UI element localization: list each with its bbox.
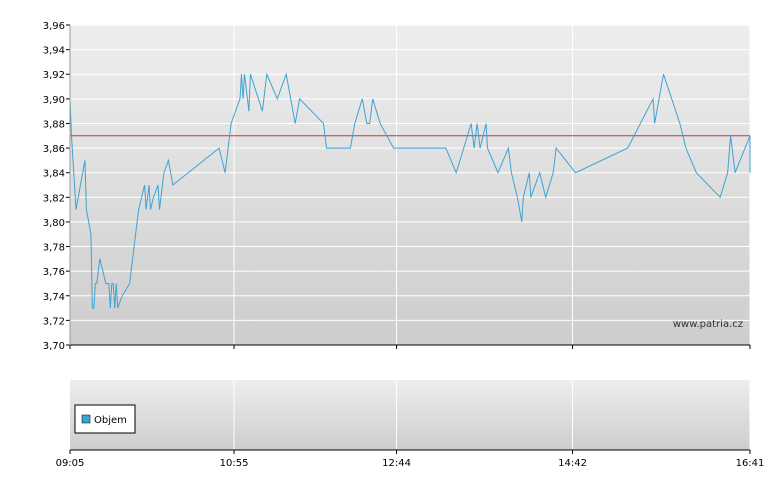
x-tick-label: 12:44 xyxy=(382,458,411,469)
price-y-tick-label: 3,86 xyxy=(43,144,65,155)
price-panel: 3,70 3,72 3,74 3,76 3,78 3,80 3,82 3,84 3,86 3,88… xyxy=(43,21,751,352)
price-x-tickmarks xyxy=(69,345,751,349)
price-y-tick-label: 3,80 xyxy=(43,218,65,229)
price-y-tick-label: 3,82 xyxy=(43,193,65,204)
volume-legend: Objem xyxy=(74,404,136,434)
price-y-tick-label: 3,84 xyxy=(43,169,65,180)
price-y-tick-label: 3,74 xyxy=(43,292,65,303)
x-tick-label: 10:55 xyxy=(220,458,249,469)
x-tick-label: 16:41 xyxy=(736,458,765,469)
legend-swatch xyxy=(81,414,91,424)
x-axis-labels: 09:05 10:55 12:44 14:42 16:41 xyxy=(56,458,765,469)
volume-grid xyxy=(233,380,751,450)
price-y-tick-label: 3,96 xyxy=(43,21,65,32)
volume-panel: Objem xyxy=(69,380,751,454)
price-y-tick-label: 3,88 xyxy=(43,119,65,130)
price-y-tick-label: 3,76 xyxy=(43,267,65,278)
price-y-tick-label: 3,72 xyxy=(43,316,65,327)
price-y-tick-label: 3,94 xyxy=(43,46,65,57)
price-y-tick-label: 3,70 xyxy=(43,341,65,352)
x-tick-label: 09:05 xyxy=(56,458,85,469)
watermark: www.patria.cz xyxy=(673,319,743,330)
price-grid xyxy=(70,24,751,345)
price-y-axis: 3,70 3,72 3,74 3,76 3,78 3,80 3,82 3,84 3,86 3,88… xyxy=(43,21,70,352)
x-tick-label: 14:42 xyxy=(558,458,587,469)
volume-plot-area xyxy=(70,380,750,450)
price-y-tick-label: 3,92 xyxy=(43,70,65,81)
legend-label-objem: Objem xyxy=(94,415,127,426)
price-plot-area xyxy=(70,25,750,345)
price-y-tick-label: 3,90 xyxy=(43,95,65,106)
price-series-line xyxy=(69,72,751,309)
volume-x-tickmarks xyxy=(69,450,751,454)
price-y-tick-label: 3,78 xyxy=(43,243,65,254)
